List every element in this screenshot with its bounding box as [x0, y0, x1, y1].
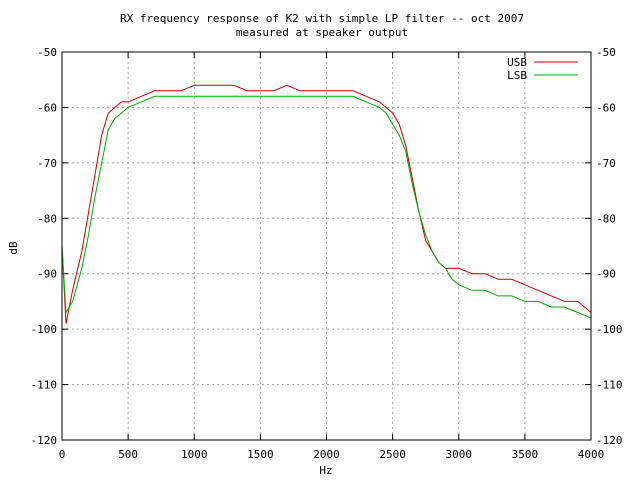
y-tick-label-left: -120	[31, 434, 58, 447]
x-tick-label: 3500	[512, 448, 539, 461]
series-line-usb	[61, 84, 592, 324]
series-line-lsb	[61, 95, 592, 319]
chart-subtitle: measured at speaker output	[236, 26, 408, 39]
plot-frame	[61, 51, 592, 441]
y-tick-label-right: -120	[596, 434, 623, 447]
x-tick-label: 1000	[181, 448, 208, 461]
x-tick-label: 4000	[578, 448, 605, 461]
y-tick-label-right: -110	[596, 379, 623, 392]
y-tick-label-right: -80	[596, 212, 616, 225]
x-tick-label: 500	[118, 448, 138, 461]
axis-ticks: 0 500 1000 1500 2000 2500 3000 3500 4000 -50 -50 -6…	[31, 46, 623, 461]
y-tick-label-right: -100	[596, 323, 623, 336]
x-tick-label: 0	[59, 448, 66, 461]
x-tick-label: 3000	[446, 448, 473, 461]
y-tick-label-left: -90	[37, 268, 57, 281]
x-tick-label: 2500	[379, 448, 406, 461]
y-tick-label-right: -50	[596, 46, 616, 59]
y-axis-label: dB	[7, 241, 20, 255]
y-tick-label-left: -80	[37, 212, 57, 225]
legend-label-usb: USB	[507, 56, 527, 69]
y-tick-label-right: -70	[596, 157, 616, 170]
series-lines	[61, 84, 592, 324]
x-axis-label: Hz	[319, 464, 332, 477]
x-tick-label: 2000	[313, 448, 340, 461]
y-tick-label-right: -90	[596, 268, 616, 281]
y-tick-label-left: -50	[37, 46, 57, 59]
y-tick-label-right: -60	[596, 101, 616, 114]
legend-label-lsb: LSB	[507, 69, 527, 82]
y-tick-label-left: -70	[37, 157, 57, 170]
y-tick-label-left: -110	[31, 379, 58, 392]
y-tick-label-left: -60	[37, 101, 57, 114]
grid	[62, 52, 591, 440]
y-tick-label-left: -100	[31, 323, 58, 336]
chart-title: RX frequency response of K2 with simple …	[120, 12, 524, 25]
x-tick-label: 1500	[247, 448, 274, 461]
